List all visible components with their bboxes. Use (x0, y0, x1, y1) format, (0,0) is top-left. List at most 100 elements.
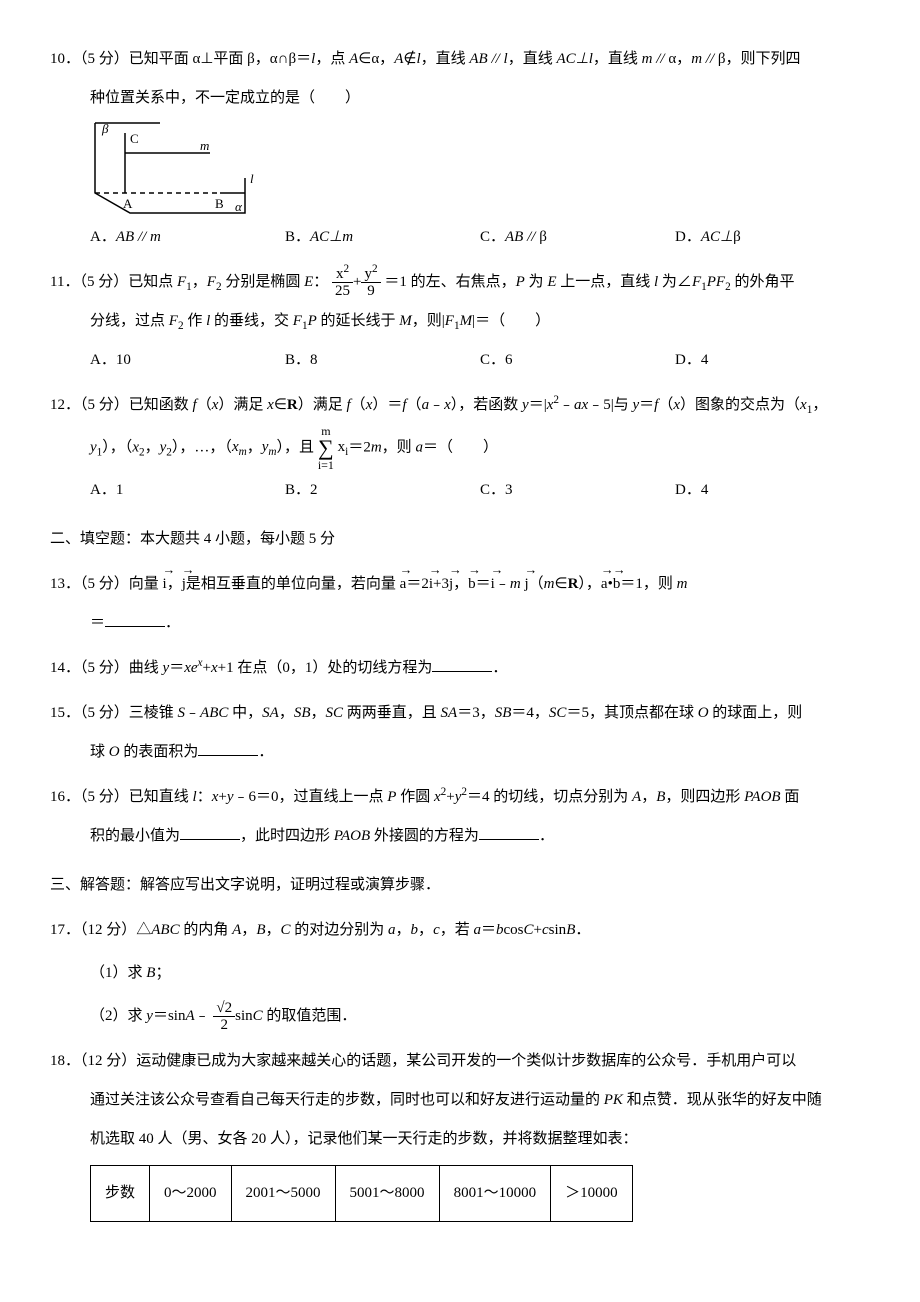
text: ∉ (403, 51, 416, 67)
text: ，若 (440, 922, 474, 938)
text: ． (258, 744, 273, 760)
text: ＝1，则 (620, 576, 676, 592)
q11-stem: 11．（5 分）已知点 F1，F2 分别是椭圆 E： x225+y29 ＝1 的… (50, 263, 870, 302)
math: x (800, 397, 807, 413)
math: A (394, 51, 403, 67)
text: 外接圆的方程为 (370, 828, 479, 844)
q10-stem: 10．（5 分）已知平面 α⊥平面 β，α∩β＝l，点 A∈α，A∉l，直线 A… (50, 40, 870, 79)
blank (432, 656, 492, 672)
math: SB (294, 705, 311, 721)
text: ＝3， (457, 705, 495, 721)
vector-b: b (613, 565, 621, 604)
math: AC⊥m (310, 229, 353, 245)
label: A． (90, 229, 116, 245)
text: 分别是椭圆 (222, 274, 305, 290)
choice-c: C．AB // β (480, 218, 675, 257)
math: M (460, 313, 473, 329)
svg-text:m: m (200, 138, 209, 153)
text: （ (197, 397, 212, 413)
text: ﹣ (495, 576, 510, 592)
summation: m∑i=1 (318, 425, 334, 471)
math: m // (691, 51, 718, 67)
text: ， (145, 439, 160, 455)
vector-i: i (491, 565, 495, 604)
math: O (109, 744, 120, 760)
q12-line2: y1），（x2，y2），…，（xm，ym），且 m∑i=1 xi＝2m，则 a＝… (50, 425, 870, 471)
svg-text:β: β (101, 121, 109, 136)
text: ＝ (90, 615, 105, 631)
math: y (90, 439, 97, 455)
math: A (632, 789, 641, 805)
text: ，则四边形 (665, 789, 744, 805)
math: M (399, 313, 412, 329)
blank (105, 611, 165, 627)
fraction: √22 (213, 1000, 235, 1034)
text: 作圆 (396, 789, 434, 805)
text: sin (549, 922, 567, 938)
text: 16．（5 分）已知直线 (50, 789, 193, 805)
math: PF (707, 274, 725, 290)
svg-text:A: A (123, 196, 133, 211)
math: A (232, 922, 241, 938)
math: AC⊥l (556, 51, 592, 67)
text: +1 在点（0，1）处的切线方程为 (218, 660, 433, 676)
svg-text:α: α (235, 199, 243, 214)
table-cell: 8001～10000 (439, 1166, 551, 1222)
text: 积的最小值为 (90, 828, 180, 844)
choice-a: A．AB // m (90, 218, 285, 257)
text: ． (539, 828, 554, 844)
text: 为 (525, 274, 548, 290)
math: x (673, 397, 680, 413)
text: 的延长线于 (317, 313, 400, 329)
text: ，直线 (508, 51, 557, 67)
text: ＝2 (406, 576, 429, 592)
math: PK (604, 1092, 623, 1108)
text: sin (235, 1008, 253, 1024)
q18-line2: 通过关注该公众号查看自己每天行走的步数，同时也可以和好友进行运动量的 PK 和点… (50, 1081, 870, 1120)
text: ﹣5|与 (588, 397, 632, 413)
text: ﹣ (429, 397, 444, 413)
text: + (446, 789, 454, 805)
text: （ (407, 397, 422, 413)
q18-line3: 机选取 40 人（男、女各 20 人），记录他们某一天行走的步数，并将数据整理如… (50, 1120, 870, 1159)
math: F (177, 274, 186, 290)
math: SA (262, 705, 279, 721)
svg-text:B: B (215, 196, 224, 211)
text: ＝ (639, 397, 654, 413)
math: a (415, 439, 423, 455)
choice-c: C．3 (480, 471, 675, 510)
choice-d: D．4 (675, 341, 870, 380)
q17-sub2: （2）求 y＝sinA﹣ √22sinC 的取值范围． (50, 997, 870, 1036)
label: D． (675, 229, 701, 245)
text: ），且 (277, 439, 315, 455)
table-row: 步数 0～2000 2001～5000 5001～8000 8001～10000… (91, 1166, 633, 1222)
text: ＝5，其顶点都在球 (566, 705, 697, 721)
math: a (422, 397, 430, 413)
q16-stem: 16．（5 分）已知直线 l：x+y﹣6＝0，过直线上一点 P 作圆 x2+y2… (50, 778, 870, 817)
text: （1）求 (90, 965, 146, 981)
text: ， (265, 922, 280, 938)
text: ． (492, 660, 507, 676)
math: y (227, 789, 234, 805)
text: 中， (228, 705, 262, 721)
text: ； (155, 965, 170, 981)
math: C (524, 922, 534, 938)
text: ， (167, 576, 182, 592)
math: SA (441, 705, 458, 721)
text: ），若函数 (451, 397, 522, 413)
q15-line2: 球 O 的表面积为． (50, 733, 870, 772)
math: P (516, 274, 525, 290)
math: y (522, 397, 529, 413)
math: m (510, 576, 521, 592)
math: AC⊥ (701, 229, 733, 245)
text: ． (165, 615, 180, 631)
text: ． (575, 922, 590, 938)
text: ＝（ ） (423, 439, 498, 455)
math: A (349, 51, 358, 67)
text: |＝（ ） (472, 313, 550, 329)
text: ， (453, 576, 468, 592)
math: x (211, 660, 218, 676)
table-cell: 2001～5000 (231, 1166, 335, 1222)
text: ﹣ (195, 1008, 210, 1024)
math: O (698, 705, 709, 721)
